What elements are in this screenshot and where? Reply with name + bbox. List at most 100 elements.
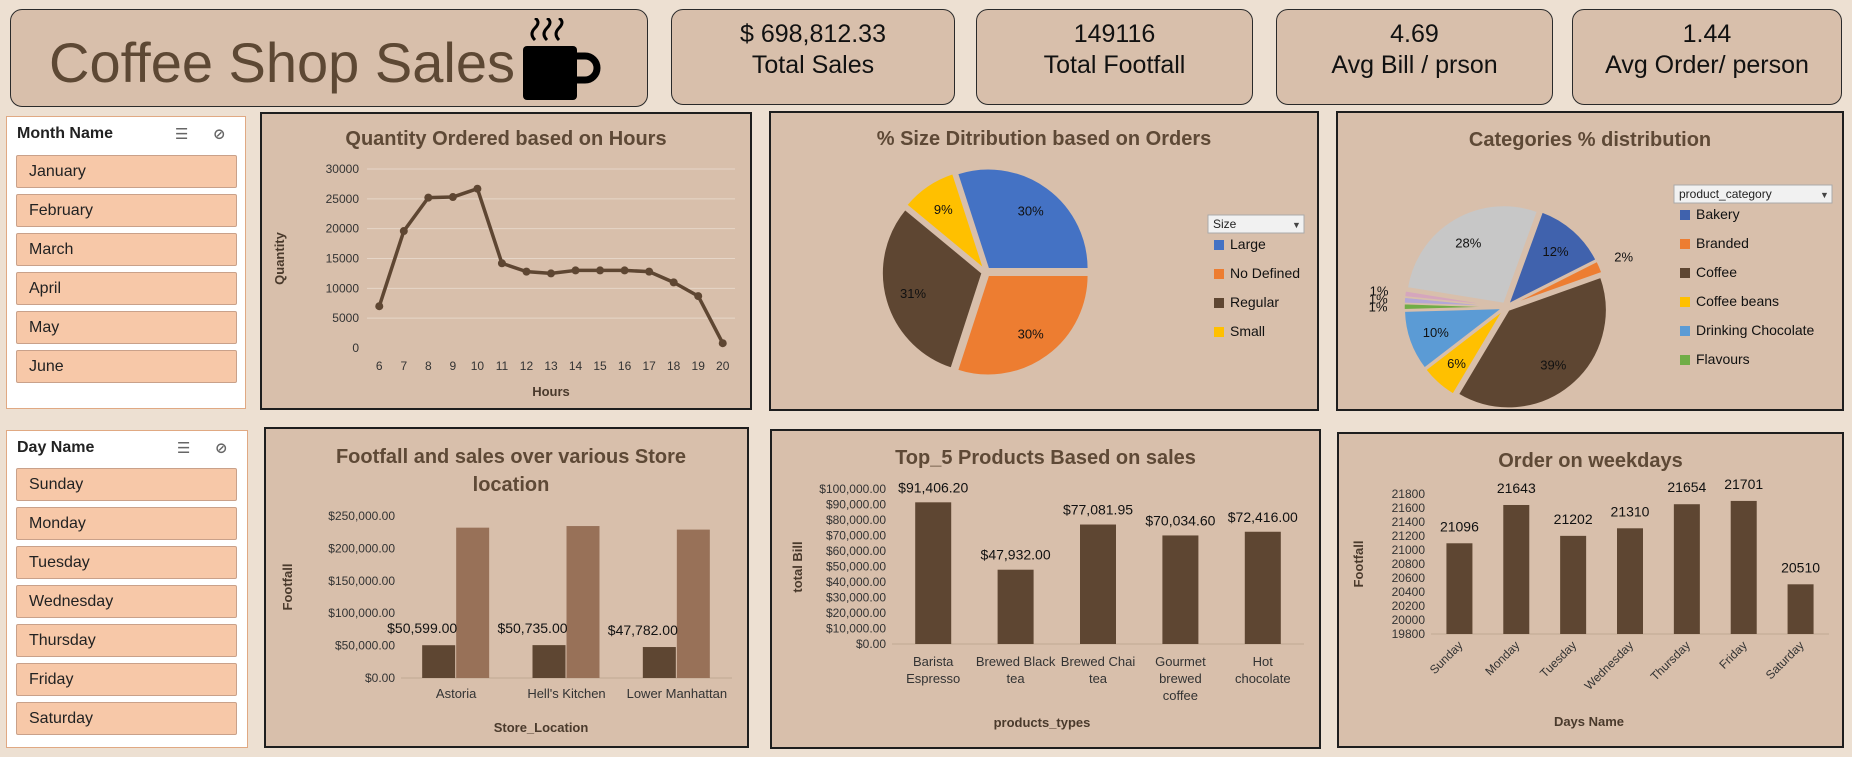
x-tick-label: Brewed Chai [1061,654,1136,669]
x-tick-label: 9 [450,359,457,373]
kpi-label: Avg Bill / prson [1331,51,1498,79]
size-pie-panel: % Size Ditribution based on Orders 30% 30… [769,111,1319,411]
dropdown-arrow: ▼ [1292,220,1301,230]
month-slicer: Month Name ☰ ⊘ January February March Ap… [6,116,246,409]
legend-label: Flavours [1696,351,1750,367]
data-label: $50,735.00 [497,620,567,636]
slicer-item-april[interactable]: April [16,272,237,305]
bar [456,527,490,678]
bar [1617,528,1643,634]
pie-slice [956,274,1090,376]
chart-title: Quantity Ordered based on Hours [345,128,667,150]
data-point [497,259,506,268]
weekday-bar-chart: 1980020000202002040020600208002100021200… [1351,476,1829,729]
slicer-item-thursday[interactable]: Thursday [16,624,237,657]
x-tick-label: 14 [569,359,583,373]
slicer-item-wednesday[interactable]: Wednesday [16,585,237,618]
line-chart: 0 5000 10000 15000 20000 25000 30000 6 7 8 9 10 11 12… [272,162,735,399]
slicer-item-march[interactable]: March [16,233,237,266]
pie-slice [1507,210,1598,306]
x-tick-label: Brewed Black [976,654,1056,669]
y-tick-label: 5000 [332,311,359,325]
x-tick-label: 19 [692,359,706,373]
y-tick-label: $50,000.00 [335,639,395,653]
data-label: $72,416.00 [1228,509,1298,525]
bar [915,502,952,644]
x-axis-label: products_types [994,715,1091,730]
y-tick-label: 20200 [1392,599,1426,613]
kpi-avg-order: 1.44 Avg Order/ person [1572,9,1842,105]
x-tick-label: Monday [1482,638,1522,678]
data-label: 2% [1614,250,1633,265]
x-tick-label: 20 [716,359,730,373]
chart-title: Footfall and sales over various Store lo… [335,446,687,496]
kpi-label: Total Footfall [1043,51,1186,79]
y-tick-label: $150,000.00 [328,574,395,588]
slicer-item-saturday[interactable]: Saturday [16,702,237,735]
data-label: 30% [1018,326,1044,341]
data-point [571,266,580,275]
x-tick-label: Astoria [436,686,477,701]
chart-title: Top_5 Products Based on sales [895,447,1196,469]
slicer-item-may[interactable]: May [16,311,237,344]
slicer-item-june[interactable]: June [16,350,237,383]
pie-slice [1406,204,1539,305]
data-label: $91,406.20 [898,479,968,495]
slicer-item-friday[interactable]: Friday [16,663,237,696]
data-label: 12% [1542,244,1568,259]
slicer-item-january[interactable]: January [16,155,237,188]
y-tick-label: 21800 [1392,487,1426,501]
dashboard-title-card: Coffee Shop Sales [10,9,648,107]
legend-label: Coffee [1696,264,1737,280]
data-label: 20510 [1781,559,1820,575]
y-axis-label: Quantity [272,231,287,284]
chart-title: % Size Ditribution based on Orders [876,128,1212,150]
multi-select-icon[interactable]: ☰ [175,126,189,143]
clear-filter-icon[interactable]: ⊘ [215,440,228,457]
x-tick-label: Hot [1253,654,1274,669]
slicer-item-sunday[interactable]: Sunday [16,468,237,501]
bar [1244,531,1281,644]
pie-slice [1509,260,1603,307]
legend-swatch [1680,268,1690,278]
data-point [473,184,482,193]
bar [1446,543,1473,634]
legend-label: No Defined [1230,265,1300,281]
x-tick-label: 7 [400,359,407,373]
data-label: 21701 [1724,476,1763,492]
x-tick-label: Espresso [906,671,960,686]
y-tick-label: $40,000.00 [826,575,886,589]
y-tick-label: $200,000.00 [328,541,395,555]
legend-swatch [1214,327,1224,337]
x-tick-label: Saturday [1763,638,1807,682]
series-line [377,186,725,345]
y-tick-label: 20400 [1392,585,1426,599]
data-label: 39% [1540,358,1566,373]
data-label: 9% [934,202,953,217]
legend-label: Coffee beans [1696,293,1779,309]
clear-filter-icon[interactable]: ⊘ [213,126,226,143]
y-axis-label: Footfall [280,564,295,611]
data-label: 21654 [1667,479,1706,495]
x-tick-label: 12 [520,359,534,373]
data-label: 1% [1370,284,1389,299]
line-chart-panel: Quantity Ordered based on Hours 0 5000 100… [260,112,752,410]
legend-title: Size [1213,217,1237,231]
x-tick-label: 11 [496,359,509,373]
slicer-item-tuesday[interactable]: Tuesday [16,546,237,579]
pie-slice [956,168,1090,270]
legend-swatch [1214,298,1224,308]
y-tick-label: $10,000.00 [826,622,886,636]
data-point [424,193,433,202]
slicer-item-february[interactable]: February [16,194,237,227]
y-tick-label: $100,000.00 [328,606,395,620]
y-tick-label: $90,000.00 [826,498,886,512]
kpi-total-sales: $ 698,812.33 Total Sales [671,9,955,105]
data-label: 21202 [1554,511,1593,527]
legend-label: Bakery [1696,206,1740,222]
multi-select-icon[interactable]: ☰ [177,440,191,457]
slicer-item-monday[interactable]: Monday [16,507,237,540]
data-label: 21643 [1497,480,1536,496]
x-tick-label: 17 [642,359,656,373]
data-point [718,339,727,348]
